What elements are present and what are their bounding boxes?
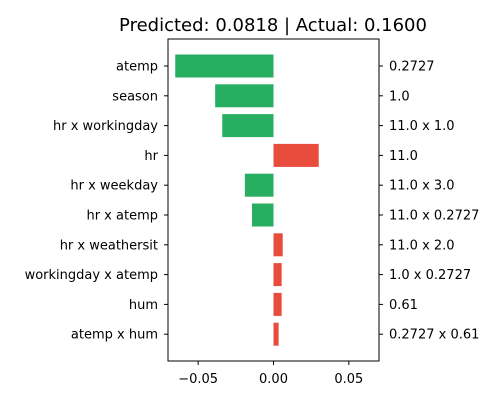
feature-label-8: hum xyxy=(129,298,158,313)
feature-label-2: hr x workingday xyxy=(53,119,158,134)
feature-value-label-0: 0.2727 xyxy=(389,60,435,75)
feature-label-0: atemp xyxy=(116,60,158,75)
bar-1 xyxy=(215,84,274,108)
bar-9 xyxy=(273,322,279,346)
x-tick-label-2: 0.05 xyxy=(334,372,363,387)
bar-0 xyxy=(175,54,274,78)
feature-value-label-2: 11.0 x 1.0 xyxy=(389,119,455,134)
feature-value-label-4: 11.0 x 3.0 xyxy=(389,179,455,194)
bar-7 xyxy=(273,263,282,287)
feature-value-label-9: 0.2727 x 0.61 xyxy=(389,328,479,343)
feature-label-7: workingday x atemp xyxy=(25,268,158,283)
bar-4 xyxy=(244,173,274,197)
chart-title: Predicted: 0.0818 | Actual: 0.1600 xyxy=(119,15,427,36)
feature-label-4: hr x weekday xyxy=(70,179,158,194)
feature-label-5: hr x atemp xyxy=(86,209,158,224)
feature-value-label-7: 1.0 x 0.2727 xyxy=(389,268,471,283)
bar-2 xyxy=(222,114,274,138)
feature-value-label-5: 11.0 x 0.2727 xyxy=(389,209,479,224)
feature-value-label-8: 0.61 xyxy=(389,298,418,313)
bar-3 xyxy=(273,143,319,167)
bar-6 xyxy=(273,233,283,257)
feature-label-6: hr x weathersit xyxy=(60,238,158,253)
feature-value-label-1: 1.0 xyxy=(389,89,410,104)
x-tick-label-1: 0.00 xyxy=(259,372,288,387)
bar-5 xyxy=(251,203,274,227)
x-tick-label-0: −0.05 xyxy=(178,372,218,387)
feature-value-label-6: 11.0 x 2.0 xyxy=(389,238,455,253)
feature-label-3: hr xyxy=(144,149,158,164)
axes-layer: atemp 0.2727 season 1.0 hr x workingday 11.0 … xyxy=(25,60,480,388)
feature-label-9: atemp x hum xyxy=(71,328,158,343)
feature-value-label-3: 11.0 xyxy=(389,149,418,164)
bars-layer xyxy=(175,54,319,346)
feature-label-1: season xyxy=(112,89,158,104)
bar-8 xyxy=(273,292,282,316)
